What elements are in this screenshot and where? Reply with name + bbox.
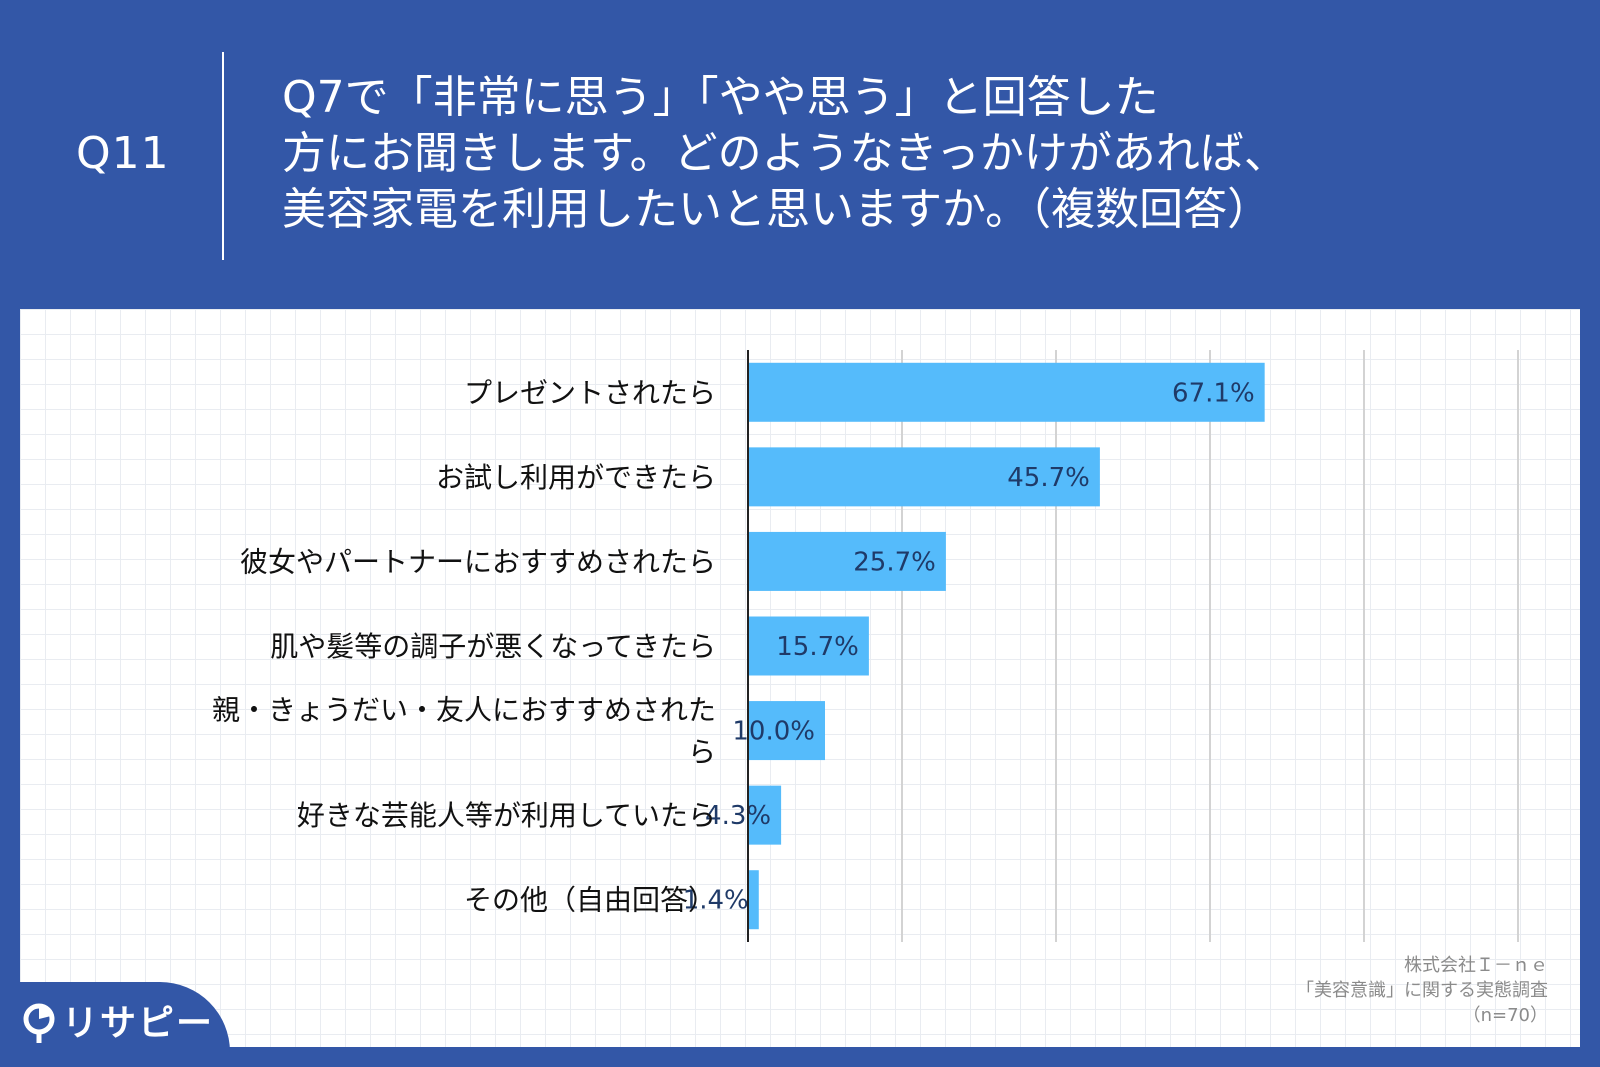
question-line-3: 美容家電を利用したいと思いますか。（複数回答） (282, 184, 1272, 235)
bar-5 (748, 785, 782, 845)
bar-1 (748, 447, 1100, 507)
logo: リサピー (22, 1002, 214, 1046)
category-label-3: 肌や髪等の調子が悪くなってきたら (270, 630, 716, 663)
bar-2 (748, 531, 946, 591)
question-text: Q7で「非常に思う」「やや思う」と回答した 方にお聞きします。どのようなきっかけ… (282, 70, 1532, 238)
category-label-6: その他（自由回答） (464, 884, 716, 917)
logo-tab (0, 982, 230, 1067)
value-label-3: 15.7% (776, 632, 859, 662)
value-label-4: 10.0% (732, 717, 815, 747)
source-company: 株式会社Ｉ－ｎｅ (1404, 955, 1548, 976)
category-label-line: 好きな芸能人等が利用していたら (297, 799, 716, 832)
category-label-line: 彼女やパートナーにおすすめされたら (240, 545, 716, 578)
header-divider (222, 52, 224, 260)
category-label-line: ら (688, 736, 716, 769)
category-label-line: その他（自由回答） (464, 884, 716, 917)
value-label-0: 67.1% (1172, 378, 1255, 408)
source-note: 株式会社Ｉ－ｎｅ 「美容意識」に関する実態調査 （n=70） (1296, 953, 1548, 1028)
category-label-line: お試し利用ができたら (436, 461, 716, 494)
category-label-line: 肌や髪等の調子が悪くなってきたら (270, 630, 716, 663)
value-label-1: 45.7% (1007, 463, 1090, 493)
location-pin-icon (23, 1003, 55, 1043)
logo-text: リサピー (62, 1003, 215, 1044)
value-label-6: 1.4% (683, 886, 749, 916)
question-number: Q11 (76, 128, 170, 179)
category-label-line: プレゼントされたら (464, 376, 716, 409)
category-label-line: 親・きょうだい・友人におすすめされた (212, 694, 716, 727)
question-line-1: Q7で「非常に思う」「やや思う」と回答した (282, 72, 1159, 123)
source-survey: 「美容意識」に関する実態調査 (1296, 980, 1548, 1001)
category-label-1: お試し利用ができたら (436, 461, 716, 494)
bar-0 (748, 362, 1265, 422)
value-label-2: 25.7% (853, 547, 936, 577)
bar-4 (748, 701, 825, 761)
category-label-0: プレゼントされたら (464, 376, 716, 409)
bar-6 (748, 870, 759, 930)
question-line-2: 方にお聞きします。どのようなきっかけがあれば、 (282, 128, 1288, 179)
category-label-4: 親・きょうだい・友人におすすめされたら (212, 694, 716, 769)
source-sample: （n=70） (1462, 1005, 1548, 1026)
bar-3 (748, 616, 869, 676)
value-label-5: 4.3% (705, 801, 771, 831)
category-label-5: 好きな芸能人等が利用していたら (297, 799, 716, 832)
chart-panel (20, 309, 1580, 1047)
category-label-2: 彼女やパートナーにおすすめされたら (240, 545, 716, 578)
